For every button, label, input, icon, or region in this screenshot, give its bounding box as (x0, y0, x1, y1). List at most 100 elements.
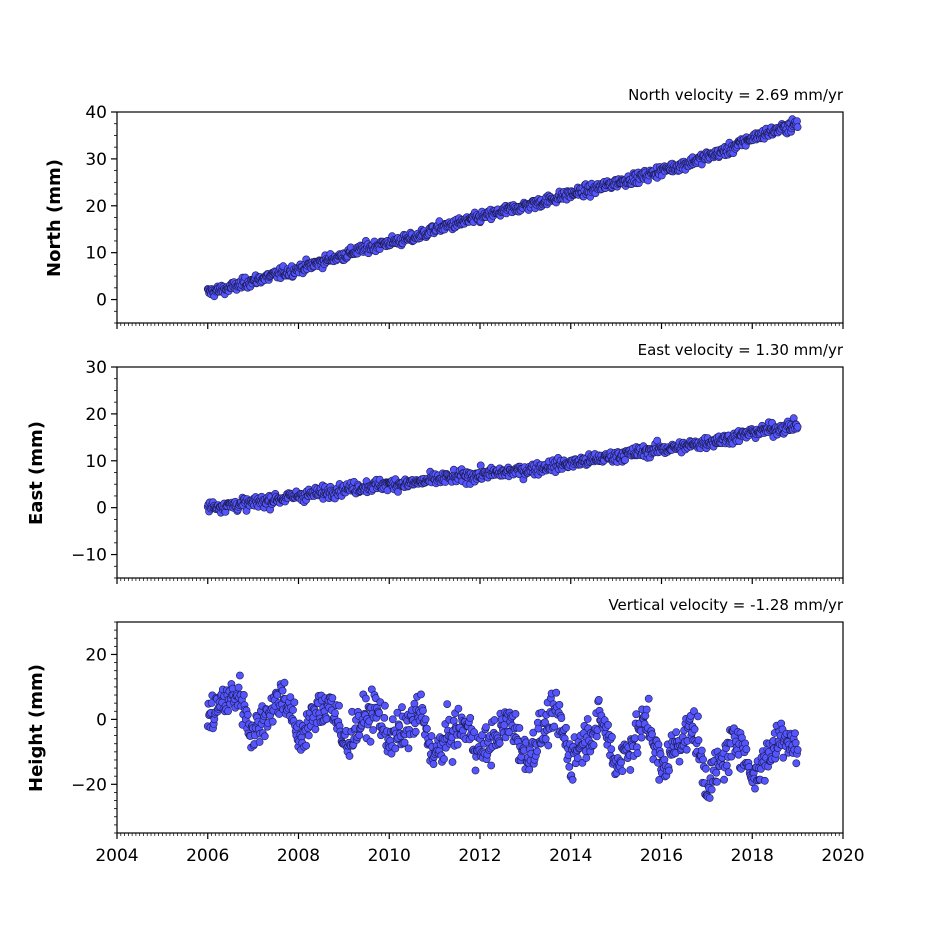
north-ytick-label: 30 (85, 150, 107, 170)
height-point (525, 765, 534, 774)
height-point (550, 722, 559, 731)
north-axis-label: North (mm) (44, 159, 65, 277)
height-point (345, 752, 354, 760)
height-points (203, 671, 802, 802)
height-axis-label: Height (mm) (26, 664, 47, 792)
height-ytick-label: 0 (96, 710, 107, 730)
height-point (419, 706, 427, 715)
height-point (243, 710, 252, 719)
height-point (207, 699, 216, 707)
height-point (470, 728, 478, 737)
east-ytick-label: 30 (85, 358, 107, 378)
height-point (443, 700, 452, 708)
height-point (302, 741, 311, 750)
height-point (286, 693, 295, 701)
height-point (387, 749, 396, 758)
height-point (583, 715, 592, 723)
height-point (594, 696, 603, 704)
north-ytick-label: 20 (85, 197, 107, 217)
north-panel: North velocity = 2.69 mm/yr North (mm) 0… (44, 86, 844, 329)
height-point (792, 759, 801, 768)
height-point (582, 754, 591, 762)
height-ytick-label: 20 (85, 645, 107, 665)
height-point (607, 745, 616, 753)
height-point (280, 678, 289, 687)
height-point (589, 741, 598, 749)
height-point (791, 739, 800, 747)
height-point (239, 691, 248, 699)
north-points (203, 115, 802, 301)
height-point (568, 775, 577, 784)
north-ytick-label: 0 (96, 291, 107, 311)
height-point (224, 707, 232, 715)
height-point (707, 785, 716, 794)
height-point (618, 767, 627, 775)
height-point (637, 733, 646, 742)
height-point (391, 744, 400, 753)
height-point (322, 715, 331, 723)
height-point (644, 694, 653, 703)
height-point (712, 768, 721, 777)
height-point (448, 758, 457, 766)
height-point (393, 708, 402, 717)
height-point (690, 725, 699, 734)
height-point (429, 760, 438, 768)
height-point (642, 705, 651, 714)
height-point (255, 738, 264, 746)
height-point (515, 724, 524, 732)
east-point (653, 436, 662, 445)
height-ytick-label: −20 (71, 775, 107, 795)
east-point (621, 456, 629, 464)
height-point (454, 704, 463, 713)
height-point (361, 694, 370, 703)
height-point (395, 722, 404, 730)
height-point (541, 718, 549, 727)
east-point (793, 422, 802, 431)
height-point (720, 775, 728, 784)
height-point (565, 763, 574, 771)
height-point (608, 733, 616, 741)
height-point (478, 731, 486, 740)
height-point (541, 735, 550, 743)
height-point (380, 701, 389, 710)
height-point (328, 694, 337, 702)
height-point (722, 761, 731, 770)
height-panel: Vertical velocity = -1.28 mm/yr Height (… (26, 596, 865, 866)
height-point (760, 776, 769, 785)
height-point (482, 723, 490, 731)
height-point (724, 768, 733, 777)
height-point (400, 738, 409, 747)
east-ytick-label: −10 (71, 546, 107, 566)
height-point (682, 745, 691, 754)
east-axis-label: East (mm) (26, 421, 47, 525)
height-point (260, 732, 269, 741)
height-point (375, 708, 383, 717)
east-panel-title: East velocity = 1.30 mm/yr (638, 341, 844, 359)
height-point (421, 715, 430, 724)
height-point (398, 703, 406, 712)
height-point (697, 746, 706, 755)
xtick-label: 2010 (368, 846, 411, 866)
height-point (633, 749, 642, 758)
north-point (793, 123, 802, 131)
north-panel-title: North velocity = 2.69 mm/yr (628, 86, 844, 104)
xtick-label: 2006 (186, 846, 229, 866)
xtick-label: 2016 (640, 846, 683, 866)
height-point (369, 726, 377, 734)
height-point (793, 746, 802, 754)
east-ytick-label: 0 (96, 499, 107, 519)
height-point (791, 729, 799, 738)
xtick-label: 2020 (821, 846, 864, 866)
height-point (311, 725, 320, 734)
height-point (701, 764, 710, 773)
height-point (417, 690, 425, 699)
height-point (331, 709, 339, 717)
height-point (672, 728, 681, 736)
height-point (632, 710, 641, 719)
height-point (617, 758, 625, 767)
east-points (203, 414, 802, 517)
height-point (675, 757, 684, 766)
xtick-label: 2008 (277, 846, 320, 866)
height-point (235, 671, 244, 680)
height-point (573, 754, 582, 762)
